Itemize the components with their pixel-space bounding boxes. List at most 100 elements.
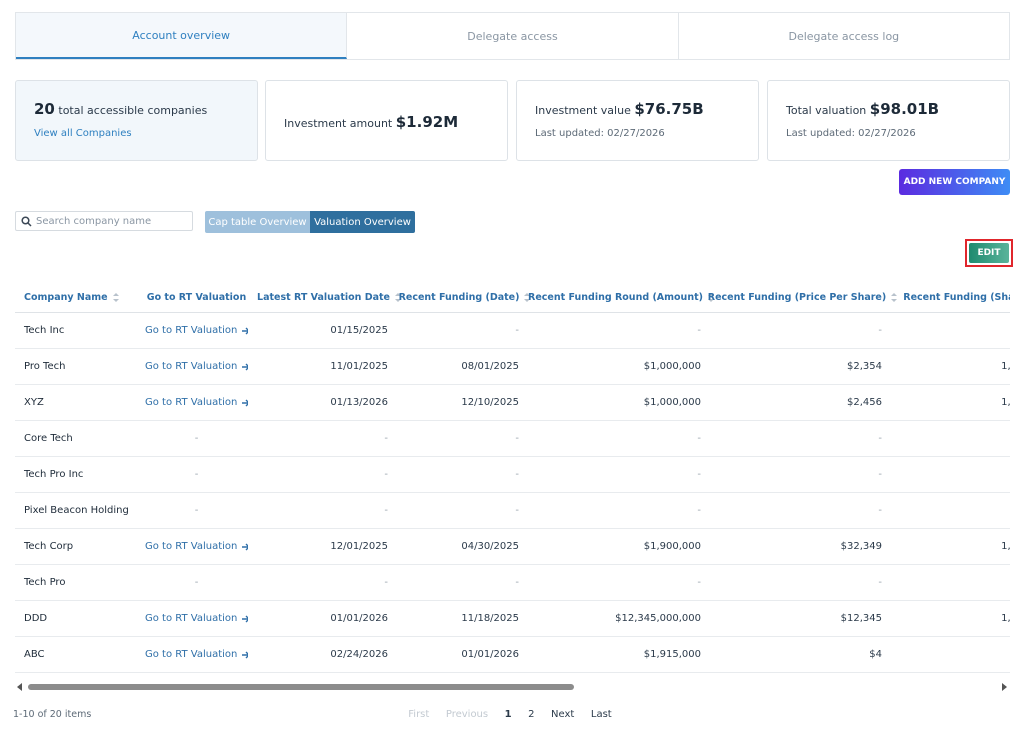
card-label: Investment value xyxy=(535,104,631,117)
card-updated: Last updated: 02/27/2026 xyxy=(535,128,665,139)
cell-text: DDD xyxy=(24,613,48,624)
table-cell: Tech Pro Inc xyxy=(15,457,137,492)
header-cell[interactable]: Company Name xyxy=(15,283,137,312)
table-cell: - xyxy=(527,313,709,348)
cell-text: $2,354 xyxy=(847,361,882,372)
header-cell[interactable]: Recent Funding (Date) xyxy=(396,283,531,312)
header-cell[interactable]: Recent Funding (Price Per Share) xyxy=(707,283,898,312)
cell-text: 01/01/2026 xyxy=(461,649,519,660)
table-cell: $1,000,000 xyxy=(527,349,709,384)
tab-bar: Account overview Delegate access Delegate … xyxy=(15,12,1010,60)
cell-text: - xyxy=(515,577,519,588)
header-cell[interactable]: Recent Funding (Shares) xyxy=(890,283,1010,312)
cell-text: 1,000,000 xyxy=(1001,613,1010,624)
toggle-button[interactable]: Cap table Overview xyxy=(205,211,310,233)
page-button[interactable]: Last xyxy=(590,708,612,720)
table-row: Core Tech------ xyxy=(15,421,1010,457)
page-button[interactable]: Next xyxy=(551,708,575,720)
rt-valuation-link[interactable]: Go to RT Valuation xyxy=(145,541,238,552)
cell-text: - xyxy=(878,433,882,444)
table-cell: - xyxy=(137,565,256,600)
table-row: DDD Go to RT Valuation 01/01/2026 11/18/202… xyxy=(15,601,1010,637)
cell-text: 1,000,000 xyxy=(1001,397,1010,408)
table-cell: Go to RT Valuation xyxy=(137,385,256,420)
cell-text: 08/01/2025 xyxy=(461,361,519,372)
table-cell: - xyxy=(137,493,256,528)
cell-text: - xyxy=(384,433,388,444)
item-count: 1-10 of 20 items xyxy=(13,709,92,720)
header-cell[interactable]: Latest RT Valuation Date xyxy=(256,283,401,312)
table-cell: Go to RT Valuation xyxy=(137,601,256,636)
rt-valuation-link[interactable]: Go to RT Valuation xyxy=(145,397,238,408)
table-cell: - xyxy=(709,457,890,492)
table-cell: - xyxy=(396,493,527,528)
card-value: $1.92M xyxy=(395,113,459,131)
table-cell: 01/01/2026 xyxy=(396,637,527,672)
rt-valuation-link[interactable]: Go to RT Valuation xyxy=(145,613,238,624)
table-cell: $2,354 xyxy=(709,349,890,384)
card: Investment amount $1.92M xyxy=(265,80,508,161)
table-cell: - xyxy=(137,457,256,492)
cell-text: ABC xyxy=(24,649,45,660)
cell-text: Tech Pro xyxy=(24,577,66,588)
edit-button[interactable]: EDIT xyxy=(969,243,1009,263)
search-placeholder: Search company name xyxy=(36,215,152,227)
page-button[interactable]: 1 xyxy=(504,708,512,720)
card-label: total accessible companies xyxy=(58,104,208,117)
search-input[interactable]: Search company name xyxy=(15,211,193,231)
table-cell: - xyxy=(137,421,256,456)
cell-text: $12,345,000,000 xyxy=(615,613,701,624)
table-cell: Pro Tech xyxy=(15,349,137,384)
arrow-icon xyxy=(242,363,248,370)
cell-text: Tech Corp xyxy=(24,541,74,552)
rt-valuation-link[interactable]: Go to RT Valuation xyxy=(145,361,238,372)
cell-text: - xyxy=(697,505,701,516)
view-all-link[interactable]: View all Companies xyxy=(34,128,132,139)
table-cell: - xyxy=(396,565,527,600)
cell-text: - xyxy=(878,325,882,336)
table-cell: 12/10/2025 xyxy=(396,385,527,420)
table-cell: Go to RT Valuation xyxy=(137,637,256,672)
table-cell: - xyxy=(527,457,709,492)
cell-text: $4 xyxy=(869,649,882,660)
table-cell: DDD xyxy=(15,601,137,636)
table-row: XYZ Go to RT Valuation 01/13/2026 12/10/202… xyxy=(15,385,1010,421)
header-cell[interactable]: Recent Funding Round (Amount) xyxy=(527,283,714,312)
toggle-button[interactable]: Valuation Overview xyxy=(310,211,415,233)
page-button[interactable]: Previous xyxy=(445,708,489,720)
table-cell: - xyxy=(890,457,1010,492)
tab[interactable]: Delegate access xyxy=(347,13,679,59)
table-cell: $12,345 xyxy=(709,601,890,636)
cell-text: 1,000,000 xyxy=(1001,361,1010,372)
header-label: Recent Funding (Date) xyxy=(398,292,520,303)
scrollbar-graphic xyxy=(17,683,1007,691)
card: Total valuation $98.01B Last updated: 02… xyxy=(767,80,1010,161)
table-cell: 12/01/2025 xyxy=(256,529,396,564)
table-cell: Tech Pro xyxy=(15,565,137,600)
tab[interactable]: Delegate access log xyxy=(788,29,900,43)
table-cell: 1,000,000 xyxy=(890,385,1010,420)
table-row: ABC Go to RT Valuation 02/24/2026 01/01/202… xyxy=(15,637,1010,673)
rt-valuation-link[interactable]: Go to RT Valuation xyxy=(145,649,238,660)
card-label: Total valuation xyxy=(786,104,867,117)
page-button[interactable]: 2 xyxy=(528,708,535,720)
table-cell: 11/01/2025 xyxy=(256,349,396,384)
table-cell: XYZ xyxy=(15,385,137,420)
table-cell: 1,000,000 xyxy=(890,349,1010,384)
add-company-button[interactable]: ADD NEW COMPANY xyxy=(899,169,1010,195)
page-button[interactable]: First xyxy=(408,708,430,720)
cell-text: - xyxy=(878,469,882,480)
rt-valuation-link[interactable]: Go to RT Valuation xyxy=(145,325,238,336)
cell-text: - xyxy=(697,577,701,588)
cell-text: 04/30/2025 xyxy=(461,541,519,552)
cell-text: - xyxy=(515,325,519,336)
cell-text: 1,500,000 xyxy=(1001,541,1010,552)
header-label: Recent Funding (Price Per Share) xyxy=(707,292,887,303)
table-cell: - xyxy=(527,493,709,528)
table-cell: $4 xyxy=(709,637,890,672)
table-cell: - xyxy=(256,457,396,492)
table-header: Company Name Go to RT Valuation Latest RT … xyxy=(15,283,1010,313)
tab[interactable]: Account overview xyxy=(16,13,348,59)
sort-icon xyxy=(112,293,119,302)
arrow-icon xyxy=(242,651,248,658)
